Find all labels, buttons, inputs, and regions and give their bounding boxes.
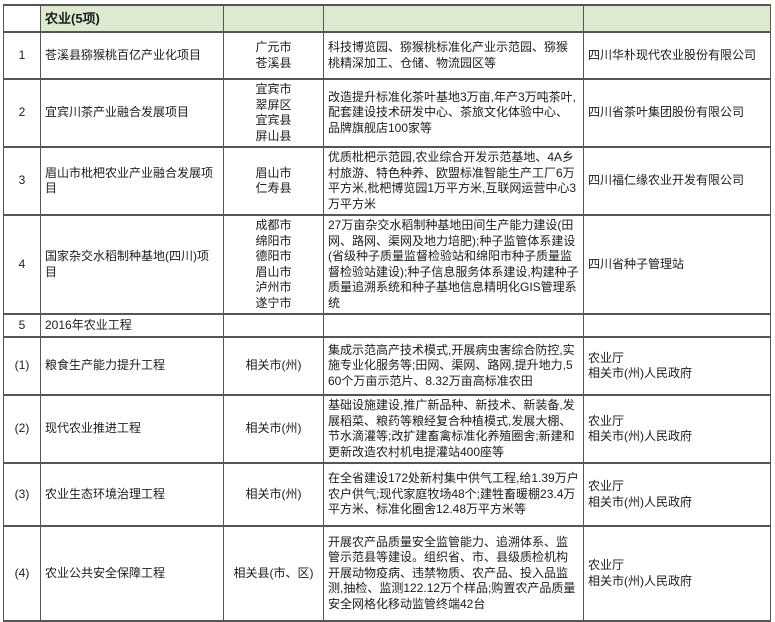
description-cell: 优质枇杷示范园,农业综合开发示范基地、4A乡村旅游、特色种养、欧盟标准智能生产工…	[323, 146, 584, 216]
project-name-cell: 2016年农业工程	[40, 313, 224, 338]
location-cell	[223, 313, 324, 338]
row-number-cell: 1	[3, 31, 41, 80]
table-section-header-row: 农业(5项)	[3, 4, 771, 33]
row-number-cell: (2)	[3, 394, 41, 464]
agency-cell	[583, 313, 771, 338]
row-number-cell: 5	[3, 313, 41, 338]
projects-table-container: 农业(5项) 1 苍溪县猕猴桃百亿产业化项目 广元市 苍溪县 科技博览园、猕猴桃…	[3, 4, 772, 622]
agency-cell: 农业厅 相关市(州)人民政府	[583, 462, 771, 527]
section-header-empty-cell	[223, 4, 324, 33]
table-row: (4) 农业公共安全保障工程 相关县(市、区) 开展农产品质量安全监管能力、追溯…	[3, 525, 771, 622]
agency-cell: 农业厅 相关市(州)人民政府	[583, 525, 771, 622]
project-name-cell: 现代农业推进工程	[40, 394, 224, 464]
description-cell: 27万亩杂交水稻制种基地田间生产能力建设(田网、路网、渠网及地力培肥);种子监管…	[323, 214, 584, 315]
agency-cell: 四川福仁缘农业开发有限公司	[583, 146, 771, 216]
row-number-cell: (1)	[3, 336, 41, 396]
description-cell: 开展农产品质量安全监管能力、追溯体系、监管示范县等建设。组织省、市、县级质检机构…	[323, 525, 584, 622]
row-number-cell: 4	[3, 214, 41, 315]
projects-table: 农业(5项) 1 苍溪县猕猴桃百亿产业化项目 广元市 苍溪县 科技博览园、猕猴桃…	[3, 4, 771, 622]
location-cell: 眉山市 仁寿县	[223, 146, 324, 216]
project-name-cell: 粮食生产能力提升工程	[40, 336, 224, 396]
location-cell: 相关市(州)	[223, 462, 324, 527]
table-row: 1 苍溪县猕猴桃百亿产业化项目 广元市 苍溪县 科技博览园、猕猴桃标准化产业示范…	[3, 31, 771, 80]
row-number-cell: 3	[3, 146, 41, 216]
section-title: 农业(5项)	[40, 4, 224, 33]
description-cell: 在全省建设172处新村集中供气工程,给1.39万户农户供气;现代家庭牧场48个;…	[323, 462, 584, 527]
row-number-cell: (4)	[3, 525, 41, 622]
section-header-num-cell	[3, 4, 41, 33]
agency-cell: 四川省种子管理站	[583, 214, 771, 315]
row-number-cell: (3)	[3, 462, 41, 527]
project-name-cell: 宜宾川茶产业融合发展项目	[40, 78, 224, 148]
description-cell: 集成示范高产技术模式,开展病虫害综合防控,实施专业化服务等;田网、渠网、路网,提…	[323, 336, 584, 396]
project-name-cell: 国家杂交水稻制种基地(四川)项目	[40, 214, 224, 315]
project-name-cell: 苍溪县猕猴桃百亿产业化项目	[40, 31, 224, 80]
section-header-empty-cell	[323, 4, 584, 33]
table-row: 2 宜宾川茶产业融合发展项目 宜宾市 翠屏区 宜宾县 屏山县 改造提升标准化茶叶…	[3, 78, 771, 148]
location-cell: 宜宾市 翠屏区 宜宾县 屏山县	[223, 78, 324, 148]
description-cell: 基础设施建设,推广新品种、新技术、新装备,发展稻菜、粮药等粮经复合种植模式,发展…	[323, 394, 584, 464]
project-name-cell: 农业公共安全保障工程	[40, 525, 224, 622]
location-cell: 成都市 绵阳市 德阳市 眉山市 泸州市 遂宁市	[223, 214, 324, 315]
description-cell	[323, 313, 584, 338]
agency-cell: 四川省茶叶集团股份有限公司	[583, 78, 771, 148]
table-row: (2) 现代农业推进工程 相关市(州) 基础设施建设,推广新品种、新技术、新装备…	[3, 394, 771, 464]
agency-cell: 农业厅 相关市(州)人民政府	[583, 336, 771, 396]
location-cell: 相关市(州)	[223, 394, 324, 464]
project-name-cell: 眉山市枇杷农业产业融合发展项目	[40, 146, 224, 216]
description-cell: 科技博览园、猕猴桃标准化产业示范园、猕猴桃精深加工、仓储、物流园区等	[323, 31, 584, 80]
description-cell: 改造提升标准化茶叶基地3万亩,年产3万吨茶叶,配套建设技术研发中心、茶旅文化体验…	[323, 78, 584, 148]
table-row: 3 眉山市枇杷农业产业融合发展项目 眉山市 仁寿县 优质枇杷示范园,农业综合开发…	[3, 146, 771, 216]
location-cell: 广元市 苍溪县	[223, 31, 324, 80]
table-row: 4 国家杂交水稻制种基地(四川)项目 成都市 绵阳市 德阳市 眉山市 泸州市 遂…	[3, 214, 771, 315]
agency-cell: 四川华朴现代农业股份有限公司	[583, 31, 771, 80]
table-row: 5 2016年农业工程	[3, 313, 771, 338]
location-cell: 相关县(市、区)	[223, 525, 324, 622]
agency-cell: 农业厅 相关市(州)人民政府	[583, 394, 771, 464]
location-cell: 相关市(州)	[223, 336, 324, 396]
table-row: (3) 农业生态环境治理工程 相关市(州) 在全省建设172处新村集中供气工程,…	[3, 462, 771, 527]
project-name-cell: 农业生态环境治理工程	[40, 462, 224, 527]
section-header-empty-cell	[583, 4, 771, 33]
row-number-cell: 2	[3, 78, 41, 148]
table-row: (1) 粮食生产能力提升工程 相关市(州) 集成示范高产技术模式,开展病虫害综合…	[3, 336, 771, 396]
